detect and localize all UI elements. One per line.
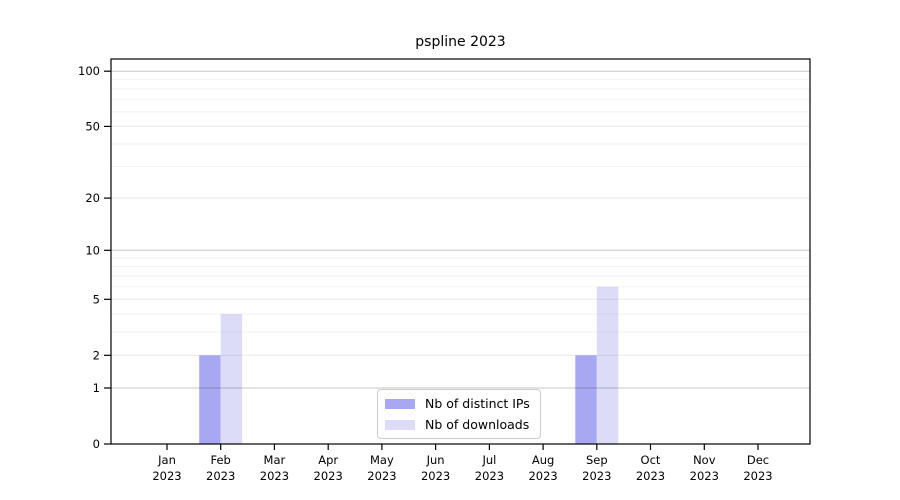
legend-item-downloads: Nb of downloads bbox=[385, 417, 530, 432]
x-tick-month: Jun bbox=[426, 453, 445, 467]
legend-label-distinct-ips: Nb of distinct IPs bbox=[425, 396, 530, 411]
legend-swatch-distinct-ips bbox=[385, 398, 415, 409]
gridlines-group bbox=[111, 70, 810, 389]
x-tick-month: Apr bbox=[318, 453, 338, 467]
x-tick-year: 2023 bbox=[743, 469, 772, 483]
x-tick-month: Feb bbox=[211, 453, 231, 467]
x-tick-month: Aug bbox=[532, 453, 554, 467]
bars-group bbox=[199, 286, 619, 444]
y-tick-label: 2 bbox=[93, 348, 100, 362]
x-tick-month: Oct bbox=[641, 453, 661, 467]
x-tick-month: Nov bbox=[693, 453, 716, 467]
x-tick-month: Sep bbox=[586, 453, 608, 467]
x-axis-labels: Jan 2023 Feb 2023 Mar 2023 Apr 2023 May 2023 Jun 20… bbox=[152, 444, 773, 483]
legend-label-downloads: Nb of downloads bbox=[425, 417, 530, 432]
plot-border bbox=[110, 58, 811, 445]
legend-item-distinct-ips: Nb of distinct IPs bbox=[385, 396, 530, 411]
x-tick-year: 2023 bbox=[206, 469, 235, 483]
x-tick-month: Jul bbox=[481, 453, 496, 467]
y-tick-label: 20 bbox=[85, 191, 100, 205]
x-tick-month: Jan bbox=[157, 453, 176, 467]
x-tick-year: 2023 bbox=[152, 469, 181, 483]
x-tick-year: 2023 bbox=[260, 469, 289, 483]
y-axis-labels: 0 1 2 5 10 20 50 100 bbox=[78, 64, 111, 451]
x-tick-year: 2023 bbox=[528, 469, 557, 483]
bar-feb-s0 bbox=[199, 355, 221, 444]
x-tick-year: 2023 bbox=[367, 469, 396, 483]
x-tick-year: 2023 bbox=[475, 469, 504, 483]
y-tick-label: 5 bbox=[93, 292, 100, 306]
bar-sep-s0 bbox=[575, 355, 597, 444]
y-tick-label: 50 bbox=[85, 119, 100, 133]
x-tick-month: Mar bbox=[264, 453, 286, 467]
y-tick-label: 0 bbox=[93, 437, 100, 451]
bar-feb-s1 bbox=[220, 314, 243, 444]
bar-sep-s1 bbox=[596, 286, 619, 444]
x-tick-year: 2023 bbox=[636, 469, 665, 483]
x-tick-month: May bbox=[370, 453, 394, 467]
x-tick-year: 2023 bbox=[690, 469, 719, 483]
x-tick-month: Dec bbox=[747, 453, 769, 467]
chart-legend: Nb of distinct IPs Nb of downloads bbox=[377, 389, 541, 439]
y-tick-label: 100 bbox=[78, 64, 100, 78]
chart-title: pspline 2023 bbox=[415, 34, 506, 50]
x-tick-year: 2023 bbox=[314, 469, 343, 483]
y-tick-label: 1 bbox=[93, 381, 100, 395]
y-tick-label: 10 bbox=[85, 243, 100, 257]
x-tick-year: 2023 bbox=[421, 469, 450, 483]
x-tick-year: 2023 bbox=[582, 469, 611, 483]
legend-swatch-downloads bbox=[385, 419, 415, 430]
